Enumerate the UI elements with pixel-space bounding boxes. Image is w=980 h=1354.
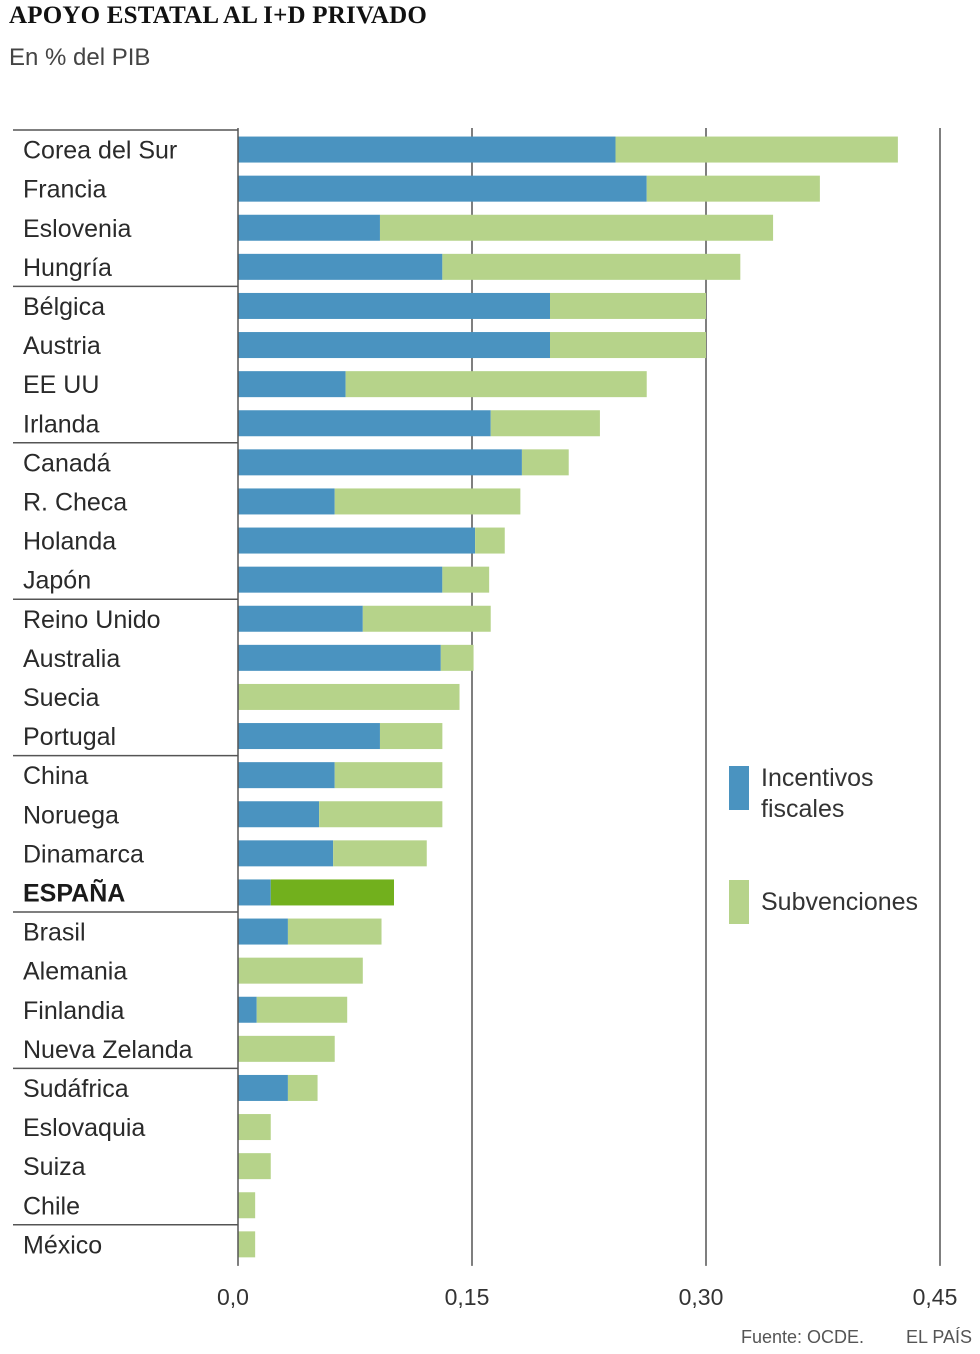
bar-fiscal <box>238 488 335 515</box>
tick-label: 0,30 <box>679 1284 724 1310</box>
category-label: Sudáfrica <box>23 1075 129 1103</box>
category-label: Hungría <box>23 254 112 282</box>
bar-fiscal <box>238 410 491 437</box>
bar-subsidy <box>550 332 706 359</box>
bar-subsidy <box>334 762 443 789</box>
category-label: Finlandia <box>23 997 125 1025</box>
bar-subsidy <box>615 136 898 163</box>
category-label: Eslovaquia <box>23 1114 145 1142</box>
bar-subsidy <box>646 175 820 202</box>
tick-label: 0,0 <box>217 1284 249 1310</box>
category-label: Francia <box>23 176 106 204</box>
bar-subsidy <box>440 644 474 671</box>
bar-fiscal <box>238 175 647 202</box>
legend-label-fiscal: Incentivos <box>761 764 874 792</box>
category-label: R. Checa <box>23 488 127 516</box>
bar-fiscal <box>238 1074 288 1101</box>
legend-swatch-subsidy <box>729 880 749 924</box>
category-label: Eslovenia <box>23 215 131 243</box>
bar-subsidy <box>442 253 741 280</box>
bar-subsidy <box>521 449 569 476</box>
legend-label-subsidy: Subvenciones <box>761 888 918 916</box>
category-label: China <box>23 762 88 790</box>
category-label: Brasil <box>23 919 86 947</box>
brand-credit: EL PAÍS <box>906 1327 973 1347</box>
bar-fiscal <box>238 566 443 593</box>
bar-fiscal <box>238 527 476 554</box>
source-note: Fuente: OCDE. <box>741 1327 865 1347</box>
category-label: Dinamarca <box>23 840 144 868</box>
category-label: Canadá <box>23 449 111 477</box>
bar-fiscal <box>238 801 320 828</box>
bar-subsidy <box>362 605 491 632</box>
category-label: EE UU <box>23 371 99 399</box>
category-label: Noruega <box>23 801 119 829</box>
tick-label: 0,45 <box>913 1284 958 1310</box>
category-label: Reino Unido <box>23 606 161 634</box>
bar-subsidy <box>287 918 382 945</box>
bar-fiscal <box>238 332 550 359</box>
category-label: ESPAÑA <box>23 877 125 907</box>
category-label: Chile <box>23 1192 80 1220</box>
category-label: Holanda <box>23 528 116 556</box>
chart-subtitle: En % del PIB <box>9 44 151 71</box>
bar-fiscal <box>238 253 443 280</box>
bar-subsidy <box>238 1035 335 1062</box>
bar-subsidy <box>550 292 706 319</box>
category-label: Bélgica <box>23 293 105 321</box>
bar-subsidy <box>238 1114 271 1141</box>
bar-fiscal <box>238 136 616 163</box>
bar-subsidy <box>238 1231 256 1258</box>
bar-subsidy <box>238 957 363 984</box>
bar-subsidy <box>270 879 394 906</box>
category-label: Alemania <box>23 958 127 986</box>
bar-fiscal <box>238 996 257 1023</box>
category-label: Suecia <box>23 684 100 712</box>
bar-fiscal <box>238 918 288 945</box>
category-label: Irlanda <box>23 410 100 438</box>
bar-subsidy <box>442 566 490 593</box>
bar-subsidy <box>333 840 427 867</box>
category-label: Corea del Sur <box>23 137 177 165</box>
category-label: Austria <box>23 332 101 360</box>
bar-fiscal <box>238 723 380 750</box>
legend-swatch-fiscal <box>729 766 749 810</box>
bar-subsidy <box>334 488 521 515</box>
bar-fiscal <box>238 840 334 867</box>
category-label: Portugal <box>23 723 116 751</box>
bar-subsidy <box>379 214 774 241</box>
bar-fiscal <box>238 879 271 906</box>
bar-subsidy <box>379 723 443 750</box>
category-label: Australia <box>23 645 120 673</box>
category-label: México <box>23 1231 102 1259</box>
bar-fiscal <box>238 371 346 398</box>
bar-subsidy <box>319 801 443 828</box>
bar-subsidy <box>287 1074 318 1101</box>
bar-fiscal <box>238 762 335 789</box>
category-label: Suiza <box>23 1153 86 1181</box>
tick-label: 0,15 <box>445 1284 490 1310</box>
bar-fiscal <box>238 605 363 632</box>
bar-subsidy <box>475 527 505 554</box>
bar-subsidy <box>238 683 460 710</box>
bar-subsidy <box>256 996 348 1023</box>
category-label: Japón <box>23 567 91 595</box>
bar-fiscal <box>238 292 550 319</box>
bar-subsidy <box>238 1192 256 1219</box>
bar-fiscal <box>238 644 441 671</box>
category-label: Nueva Zelanda <box>23 1036 193 1064</box>
bar-subsidy <box>490 410 600 437</box>
bar-fiscal <box>238 214 380 241</box>
bar-subsidy <box>238 1153 271 1180</box>
bar-fiscal <box>238 449 522 476</box>
legend-label-fiscal: fiscales <box>761 795 844 823</box>
bar-subsidy <box>345 371 647 398</box>
chart-title: APOYO ESTATAL AL I+D PRIVADO <box>9 2 428 29</box>
